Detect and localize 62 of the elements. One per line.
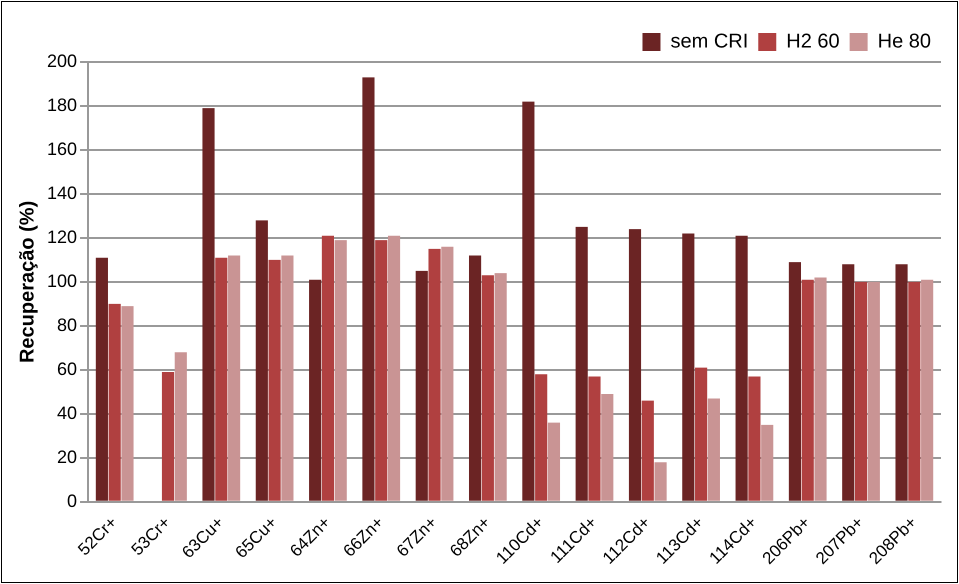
bar (548, 422, 560, 501)
y-tick-label: 20 (57, 446, 78, 467)
bar (654, 462, 667, 501)
y-tick-label: 160 (46, 138, 78, 159)
bar (96, 258, 108, 501)
bar (682, 234, 694, 501)
y-axis-title: Recuperação (%) (16, 200, 39, 364)
y-tick-label: 0 (67, 490, 78, 511)
bar (695, 368, 708, 501)
bar (334, 240, 347, 501)
bar (908, 282, 920, 501)
bar (108, 304, 121, 501)
legend-label: H2 60 (786, 30, 840, 53)
bar (535, 374, 548, 501)
y-tick-label: 180 (46, 94, 78, 115)
bar (202, 108, 215, 501)
y-tick-label: 100 (46, 270, 78, 291)
bar (642, 400, 654, 501)
bar (215, 258, 228, 501)
bar (868, 282, 880, 501)
bar (522, 102, 534, 501)
bar (842, 264, 854, 501)
bar (736, 236, 748, 501)
y-tick-label: 200 (46, 50, 78, 71)
bar (814, 278, 827, 501)
bar (322, 236, 334, 501)
bar (802, 280, 814, 501)
bar (281, 256, 294, 501)
bar (162, 372, 174, 501)
bar (895, 264, 908, 501)
bar (482, 275, 494, 501)
bar (428, 248, 441, 501)
bar (494, 273, 507, 501)
y-tick-label: 120 (46, 226, 78, 247)
legend-label: He 80 (878, 30, 932, 53)
bar (388, 236, 400, 501)
bar (174, 352, 187, 501)
y-tick-label: 40 (57, 402, 78, 423)
bar (748, 376, 760, 501)
bar (362, 77, 375, 501)
bar (854, 282, 868, 501)
y-tick-label: 80 (57, 314, 78, 335)
bar (576, 226, 588, 501)
y-tick-label: 60 (57, 358, 78, 379)
y-tick-label: 140 (46, 182, 78, 203)
bar (761, 424, 774, 501)
bar (228, 256, 240, 501)
bar (375, 240, 388, 501)
bar (441, 246, 454, 501)
bar (256, 220, 268, 501)
bar (268, 260, 281, 501)
bar (788, 262, 802, 501)
bar (708, 398, 720, 501)
bar (601, 394, 614, 501)
bar (121, 306, 134, 501)
bar (468, 256, 482, 501)
bar (309, 280, 322, 501)
bar (921, 280, 934, 501)
bar (628, 229, 642, 501)
legend-label: sem CRI (670, 30, 748, 53)
bar (588, 376, 601, 501)
bar (416, 270, 428, 501)
